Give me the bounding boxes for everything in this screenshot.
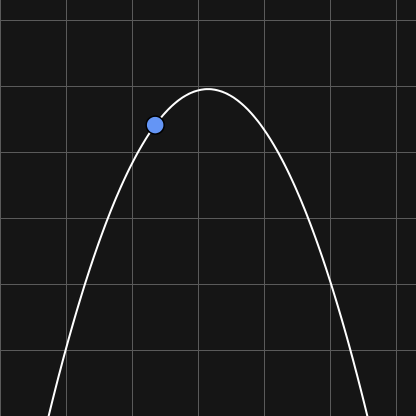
draggable-point[interactable] <box>146 116 164 134</box>
